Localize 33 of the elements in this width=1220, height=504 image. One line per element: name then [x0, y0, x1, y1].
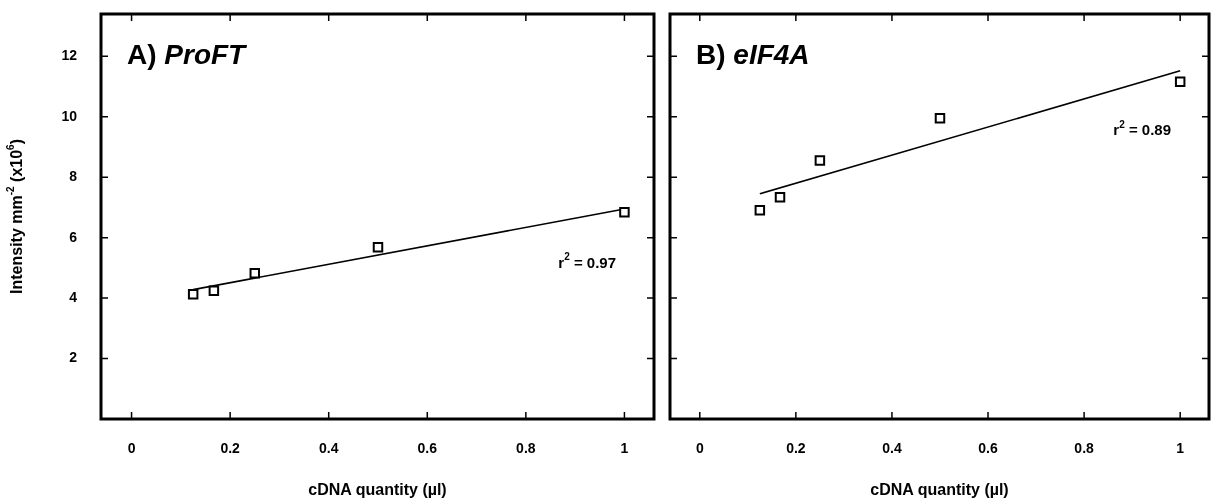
text: B) eIF4A	[696, 38, 810, 70]
point	[619, 207, 630, 218]
point	[754, 204, 766, 216]
point	[1174, 76, 1186, 87]
x-tick-label: 1	[620, 440, 629, 457]
x-tick-label: 0.6	[978, 440, 998, 457]
text: A) ProFT	[127, 38, 249, 70]
x-tick-label: 0.2	[220, 440, 241, 457]
x-tick-label: 0.4	[318, 440, 339, 457]
y-tick-label: 12	[61, 47, 78, 64]
y-axis-title: Intensity mm-2 (x106)	[5, 139, 26, 294]
x-tick-label: 0	[127, 440, 136, 457]
y-tick-label: 10	[61, 107, 78, 124]
x-axis-title: cDNA quantity (µl)	[308, 480, 447, 498]
x-tick-label: 0.8	[516, 440, 536, 457]
x-tick-label: 0.8	[1074, 440, 1095, 457]
y-tick-label: 8	[69, 168, 78, 185]
point	[774, 191, 786, 203]
x-tick-label: 0	[695, 440, 704, 457]
point	[249, 268, 261, 279]
point	[372, 242, 384, 253]
y-tick-label: 2	[69, 349, 78, 366]
x-tick-label: 0.6	[417, 440, 438, 457]
y-tick-label: 4	[69, 288, 78, 305]
point	[934, 113, 946, 124]
point	[814, 155, 826, 166]
x-tick-label: 1	[1176, 440, 1185, 457]
x-tick-label: 0.4	[882, 440, 902, 457]
x-tick-label: 0.2	[786, 440, 806, 457]
point	[208, 285, 220, 297]
y-tick-label: 6	[69, 228, 78, 245]
x-axis-title: cDNA quantity (µl)	[870, 480, 1009, 498]
point	[187, 288, 199, 300]
